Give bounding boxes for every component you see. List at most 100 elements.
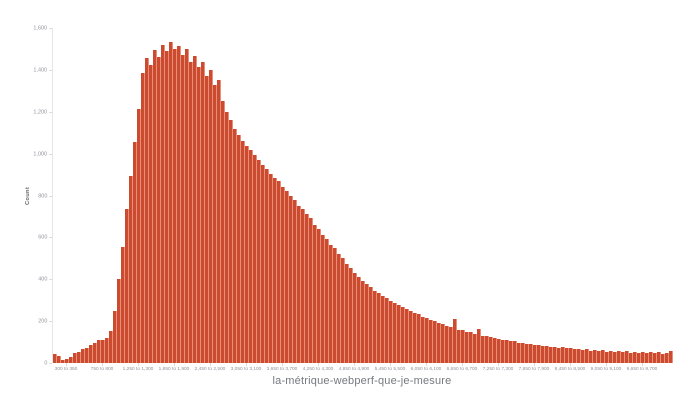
- histogram-bar[interactable]: [653, 353, 657, 363]
- histogram-bar[interactable]: [149, 64, 153, 363]
- histogram-bar[interactable]: [73, 353, 77, 363]
- histogram-bar[interactable]: [421, 316, 425, 363]
- histogram-bar[interactable]: [645, 353, 649, 363]
- histogram-bar[interactable]: [85, 348, 89, 363]
- histogram-bar[interactable]: [433, 320, 437, 363]
- histogram-bar[interactable]: [449, 326, 453, 363]
- histogram-bar[interactable]: [157, 57, 161, 363]
- histogram-bar[interactable]: [405, 309, 409, 363]
- histogram-bar[interactable]: [333, 248, 337, 363]
- histogram-bar[interactable]: [565, 348, 569, 363]
- histogram-bar[interactable]: [469, 332, 473, 363]
- histogram-bar[interactable]: [61, 360, 65, 363]
- histogram-bar[interactable]: [373, 290, 377, 363]
- histogram-bar[interactable]: [385, 298, 389, 363]
- histogram-bar[interactable]: [117, 278, 121, 363]
- histogram-bar[interactable]: [625, 351, 629, 363]
- histogram-bar[interactable]: [461, 329, 465, 363]
- histogram-bar[interactable]: [481, 335, 485, 363]
- histogram-bar[interactable]: [365, 284, 369, 363]
- histogram-bar[interactable]: [81, 349, 85, 363]
- histogram-bar[interactable]: [177, 45, 181, 363]
- histogram-bar[interactable]: [237, 134, 241, 363]
- histogram-bar[interactable]: [233, 128, 237, 363]
- histogram-bar[interactable]: [205, 75, 209, 363]
- histogram-bar[interactable]: [401, 306, 405, 363]
- histogram-bar[interactable]: [425, 317, 429, 363]
- histogram-bar[interactable]: [361, 280, 365, 363]
- histogram-bar[interactable]: [69, 356, 73, 363]
- histogram-bar[interactable]: [241, 141, 245, 363]
- histogram-bar[interactable]: [593, 349, 597, 363]
- histogram-bar[interactable]: [293, 200, 297, 363]
- histogram-bar[interactable]: [185, 49, 189, 363]
- histogram-bar[interactable]: [669, 350, 673, 363]
- histogram-bar[interactable]: [145, 58, 149, 363]
- histogram-bar[interactable]: [513, 341, 517, 363]
- histogram-bar[interactable]: [89, 344, 93, 363]
- histogram-bar[interactable]: [165, 51, 169, 363]
- histogram-bar[interactable]: [417, 314, 421, 363]
- histogram-bar[interactable]: [129, 175, 133, 363]
- histogram-bar[interactable]: [289, 195, 293, 363]
- histogram-bar[interactable]: [93, 342, 97, 363]
- histogram-bar[interactable]: [489, 336, 493, 363]
- histogram-bar[interactable]: [277, 181, 281, 363]
- histogram-bar[interactable]: [589, 350, 593, 363]
- histogram-bar[interactable]: [409, 310, 413, 363]
- histogram-bar[interactable]: [169, 41, 173, 363]
- histogram-bar[interactable]: [109, 331, 113, 363]
- histogram-bar[interactable]: [541, 346, 545, 363]
- histogram-bar[interactable]: [445, 325, 449, 363]
- histogram-bar[interactable]: [125, 209, 129, 363]
- histogram-bar[interactable]: [353, 272, 357, 363]
- histogram-bar[interactable]: [229, 120, 233, 363]
- histogram-bar[interactable]: [193, 55, 197, 363]
- histogram-bar[interactable]: [377, 293, 381, 363]
- histogram-bar[interactable]: [457, 329, 461, 363]
- histogram-bar[interactable]: [545, 345, 549, 363]
- histogram-bar[interactable]: [441, 323, 445, 363]
- histogram-bar[interactable]: [465, 331, 469, 363]
- histogram-bar[interactable]: [581, 350, 585, 363]
- histogram-bar[interactable]: [313, 225, 317, 363]
- histogram-bar[interactable]: [505, 339, 509, 363]
- histogram-bar[interactable]: [657, 352, 661, 363]
- histogram-bar[interactable]: [485, 336, 489, 363]
- histogram-bar[interactable]: [649, 352, 653, 363]
- histogram-bar[interactable]: [573, 349, 577, 363]
- histogram-bar[interactable]: [97, 340, 101, 363]
- histogram-bar[interactable]: [197, 66, 201, 363]
- histogram-bar[interactable]: [285, 190, 289, 363]
- histogram-bar[interactable]: [325, 239, 329, 363]
- histogram-bar[interactable]: [501, 340, 505, 363]
- histogram-bar[interactable]: [137, 108, 141, 363]
- histogram-bar[interactable]: [397, 305, 401, 363]
- histogram-bar[interactable]: [537, 344, 541, 363]
- histogram-bar[interactable]: [101, 339, 105, 363]
- histogram-bar[interactable]: [337, 254, 341, 363]
- histogram-bar[interactable]: [181, 55, 185, 363]
- histogram-bar[interactable]: [393, 302, 397, 363]
- histogram-bar[interactable]: [413, 313, 417, 363]
- histogram-bar[interactable]: [321, 234, 325, 363]
- histogram-bar[interactable]: [281, 186, 285, 363]
- histogram-bar[interactable]: [189, 61, 193, 363]
- histogram-bar[interactable]: [221, 101, 225, 363]
- histogram-bar[interactable]: [517, 342, 521, 363]
- histogram-bar[interactable]: [345, 263, 349, 363]
- histogram-bar[interactable]: [309, 218, 313, 363]
- histogram-bar[interactable]: [509, 341, 513, 363]
- histogram-bar[interactable]: [529, 343, 533, 363]
- histogram-bar[interactable]: [329, 244, 333, 363]
- histogram-bar[interactable]: [261, 165, 265, 363]
- histogram-bar[interactable]: [349, 268, 353, 363]
- histogram-bar[interactable]: [341, 257, 345, 363]
- histogram-bar[interactable]: [637, 353, 641, 363]
- histogram-bar[interactable]: [317, 229, 321, 363]
- histogram-bar[interactable]: [57, 355, 61, 363]
- histogram-bar[interactable]: [105, 337, 109, 363]
- histogram-bar[interactable]: [161, 44, 165, 363]
- histogram-bar[interactable]: [217, 79, 221, 363]
- histogram-bar[interactable]: [453, 319, 457, 363]
